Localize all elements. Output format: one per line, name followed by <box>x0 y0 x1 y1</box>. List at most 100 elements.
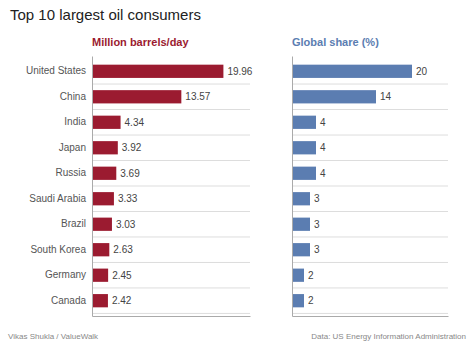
grid-line <box>92 160 250 161</box>
x-axis <box>293 316 449 317</box>
bar <box>92 192 114 205</box>
bar <box>92 243 109 256</box>
bar <box>92 269 108 282</box>
data-label: 2.63 <box>113 244 133 255</box>
footer: Data: US Energy Information Administrati… <box>311 332 466 341</box>
data-labels: 20 14 4 4 4 3 3 3 2 2 <box>308 66 428 306</box>
grid-line <box>92 84 250 85</box>
bar <box>292 65 412 78</box>
data-label: 3 <box>314 219 320 230</box>
grid-line <box>292 109 448 110</box>
bar <box>292 90 376 103</box>
data-label: 4 <box>320 142 326 153</box>
grid-line <box>292 160 448 161</box>
data-label: 14 <box>380 91 392 102</box>
tick-label: Saudi Arabia <box>29 193 86 204</box>
data-label: 2.45 <box>112 270 132 281</box>
x-axis <box>93 316 251 317</box>
data-label: 3.92 <box>122 142 142 153</box>
axis-line <box>92 57 93 317</box>
tick: Saudi Arabia <box>29 193 92 204</box>
data-label: 3.69 <box>120 168 140 179</box>
bar <box>292 269 304 282</box>
bar <box>292 192 310 205</box>
data-label: 3 <box>314 244 320 255</box>
grid-line <box>92 109 250 110</box>
tick-label: Japan <box>59 142 86 153</box>
tick-label: South Korea <box>30 244 86 255</box>
grid-line <box>292 236 448 237</box>
bar <box>92 141 118 154</box>
tick-label: Russia <box>55 167 86 178</box>
grid-line <box>92 287 250 288</box>
tick-label: Germany <box>45 269 86 280</box>
chart: Top 10 largest oil consumers Vikas Shukla… <box>0 0 474 345</box>
grid-line <box>92 313 250 314</box>
tick: China <box>60 91 92 102</box>
data-label: 3.33 <box>118 193 138 204</box>
y-axis <box>292 57 293 317</box>
grid-line <box>292 84 448 85</box>
grid-line <box>92 135 250 136</box>
bar <box>292 167 316 180</box>
grid-line <box>292 262 448 263</box>
data-label: 4 <box>320 117 326 128</box>
y-axis: United States China India Japan Russia Saudi … <box>26 57 93 317</box>
data-label: 20 <box>416 66 428 77</box>
data-label: 4 <box>320 168 326 179</box>
footer: Vikas Shukla / ValueWalk <box>8 332 99 341</box>
bar <box>92 65 223 78</box>
bar <box>292 243 310 256</box>
data-label: 3.03 <box>116 219 136 230</box>
bar <box>292 141 316 154</box>
data-label: 2 <box>308 270 314 281</box>
column-header: Global share (%) <box>292 36 379 48</box>
bar <box>92 90 181 103</box>
grid-line <box>292 211 448 212</box>
grid-line <box>292 186 448 187</box>
panel: 20 14 4 4 4 3 3 3 2 2 <box>292 57 449 317</box>
tick: Brazil <box>61 218 92 229</box>
bar <box>292 218 310 231</box>
data-label: 2.42 <box>112 295 132 306</box>
tick-label: China <box>60 91 87 102</box>
grid <box>92 84 250 313</box>
bars <box>292 65 412 308</box>
column-header: Million barrels/day <box>92 36 189 48</box>
tick-label: Canada <box>51 295 86 306</box>
bar <box>292 294 304 307</box>
tick: United States <box>26 65 92 76</box>
bar <box>92 218 112 231</box>
grid-line <box>92 262 250 263</box>
bar <box>92 294 108 307</box>
tick: India <box>64 116 92 127</box>
grid-line <box>292 135 448 136</box>
tick: South Korea <box>30 244 92 255</box>
tick-label: India <box>64 116 86 127</box>
tick: Germany <box>45 269 92 280</box>
grid-line <box>292 287 448 288</box>
tick-label: United States <box>26 65 86 76</box>
bar <box>92 116 121 129</box>
axis-line <box>293 316 449 317</box>
grid-line <box>92 236 250 237</box>
panel: 19.9613.574.343.923.693.333.032.632.452.… <box>26 57 253 317</box>
tick-label: Brazil <box>61 218 86 229</box>
tick: Canada <box>51 295 92 306</box>
tick: Russia <box>55 167 92 178</box>
axis-line <box>93 316 251 317</box>
data-label: 3 <box>314 193 320 204</box>
grid <box>292 84 448 313</box>
data-label: 2 <box>308 295 314 306</box>
grid-line <box>92 211 250 212</box>
axis-line <box>292 57 293 317</box>
grid-line <box>92 186 250 187</box>
title: Top 10 largest oil consumers <box>10 6 201 23</box>
data-label: 13.57 <box>185 91 210 102</box>
bar <box>292 116 316 129</box>
data-labels: 19.9613.574.343.923.693.333.032.632.452.… <box>112 66 253 306</box>
data-label: 19.96 <box>227 66 252 77</box>
tick: Japan <box>59 142 92 153</box>
grid-line <box>292 313 448 314</box>
bars <box>92 65 223 308</box>
